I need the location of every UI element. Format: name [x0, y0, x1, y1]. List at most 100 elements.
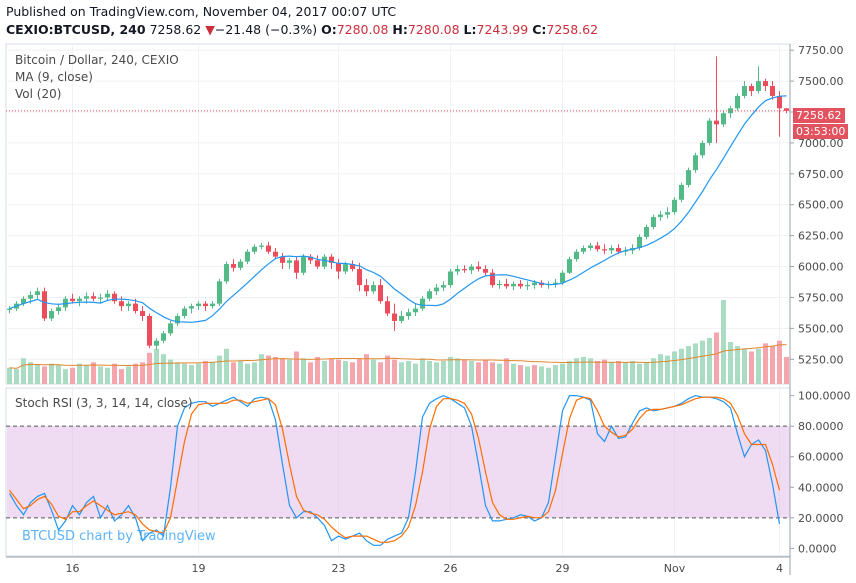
- vol-legend[interactable]: Vol (20): [15, 87, 62, 101]
- candle-body: [55, 307, 62, 312]
- candle-body: [307, 256, 314, 261]
- candle-body: [517, 283, 524, 287]
- time-tick-label: Nov: [664, 562, 686, 575]
- volume-bar: [321, 360, 328, 384]
- volume-bar: [398, 362, 405, 384]
- volume-bar: [741, 348, 748, 384]
- time-tick-label: 26: [444, 562, 458, 575]
- volume-bar: [412, 363, 419, 384]
- low-value: 7243.99: [476, 22, 529, 37]
- volume-bar: [328, 358, 335, 384]
- volume-bar: [783, 356, 790, 384]
- volume-bar: [594, 360, 601, 384]
- stoch-rsi-legend[interactable]: Stoch RSI (3, 3, 14, 14, close): [15, 396, 193, 410]
- candle-body: [97, 297, 104, 299]
- candle-body: [160, 333, 167, 341]
- watermark[interactable]: BTCUSD chart by TradingView: [22, 529, 216, 544]
- volume-bar: [510, 363, 517, 384]
- volume-bar: [734, 346, 741, 384]
- volume-bar: [363, 354, 370, 384]
- ma-line: [9, 95, 787, 323]
- volume-bar: [636, 363, 643, 384]
- high-label: H:: [392, 22, 408, 37]
- volume-bar: [664, 355, 671, 384]
- volume-bar: [538, 366, 545, 384]
- candle-body: [188, 306, 195, 309]
- candle-body: [580, 248, 587, 252]
- volume-bar: [314, 356, 321, 384]
- volume-bar: [447, 356, 454, 384]
- volume-bar: [720, 300, 727, 384]
- candle-body: [356, 269, 363, 286]
- volume-bar: [573, 358, 580, 384]
- candle-body: [496, 283, 503, 286]
- quote-line: CEXIO:BTCUSD, 240 7258.62 ▼−21.48 (−0.3%…: [6, 22, 598, 37]
- candle-body: [195, 303, 202, 307]
- candle-body: [741, 86, 748, 96]
- candle-body: [111, 293, 118, 302]
- last-price-tag: 7258.62: [793, 108, 845, 123]
- countdown-tag: 03:53:00: [793, 124, 849, 139]
- volume-bar: [279, 358, 286, 384]
- candle-body: [755, 81, 762, 91]
- ma-legend[interactable]: MA (9, close): [15, 70, 93, 84]
- volume-bar: [125, 366, 132, 384]
- candle-body: [720, 113, 727, 125]
- volume-bar: [433, 362, 440, 384]
- candle-body: [671, 199, 678, 213]
- volume-bar: [678, 348, 685, 384]
- volume-bar: [167, 359, 174, 384]
- volume-bar: [643, 362, 650, 384]
- volume-bar: [202, 360, 209, 384]
- volume-bar: [55, 365, 62, 384]
- candle-body: [363, 285, 370, 292]
- candle-body: [748, 86, 755, 91]
- volume-bar: [335, 359, 342, 384]
- candle-body: [699, 142, 706, 156]
- candle-body: [342, 264, 349, 272]
- volume-bar: [377, 362, 384, 384]
- volume-bar: [342, 360, 349, 384]
- time-tick-label: 29: [556, 562, 570, 575]
- candle-body: [237, 261, 244, 268]
- candle-body: [265, 245, 272, 252]
- candle-body: [412, 308, 419, 313]
- candle-body: [321, 256, 328, 267]
- time-tick-label: 23: [332, 562, 346, 575]
- stoch-d-line: [9, 396, 781, 543]
- candle-body: [489, 272, 496, 286]
- candle-body: [734, 95, 741, 109]
- candle-body: [335, 262, 342, 272]
- candle-body: [216, 281, 223, 304]
- volume-bar: [146, 352, 153, 384]
- candle-body: [468, 266, 475, 271]
- volume-bar: [685, 346, 692, 384]
- candle-body: [132, 303, 139, 312]
- candle-body: [475, 266, 482, 270]
- volume-bar: [111, 363, 118, 384]
- main-pane-frame: [5, 43, 791, 385]
- volume-bar: [13, 369, 20, 384]
- candle-body: [34, 291, 41, 295]
- volume-bar: [349, 362, 356, 384]
- candle-body: [349, 264, 356, 270]
- candle-body: [510, 283, 517, 287]
- price-tick-label: 6500.00: [798, 199, 844, 212]
- stoch-rsi-lines: [8, 394, 781, 546]
- volume-bar: [104, 367, 111, 384]
- candle-body: [419, 298, 426, 309]
- volume-bar: [650, 358, 657, 384]
- candle-body: [587, 245, 594, 248]
- volume-bar: [762, 343, 769, 384]
- candle-body: [783, 108, 790, 111]
- volume-bar: [755, 348, 762, 384]
- overbought-oversold-band: [7, 426, 790, 518]
- volume-bar: [293, 351, 300, 384]
- high-value: 7280.08: [407, 22, 460, 37]
- candle-body: [286, 260, 293, 263]
- moving-average: [6, 95, 790, 323]
- candle-body: [181, 308, 188, 316]
- candle-body: [258, 245, 265, 247]
- volume-bar: [370, 359, 377, 384]
